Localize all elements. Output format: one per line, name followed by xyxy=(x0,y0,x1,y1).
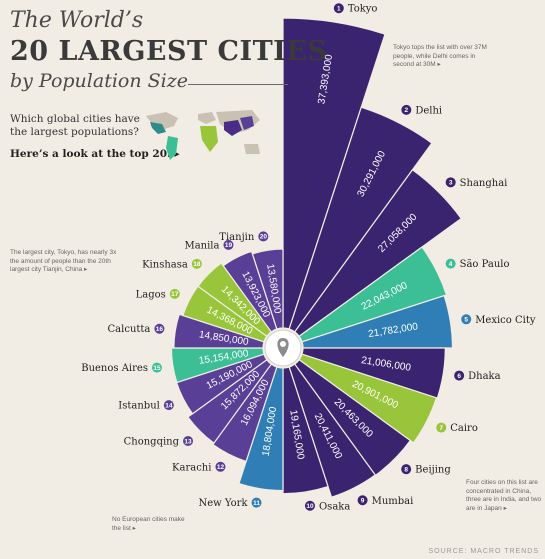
sector-1 xyxy=(282,17,386,330)
rank-number-6: 6 xyxy=(457,373,461,380)
rank-badge-7 xyxy=(436,422,447,433)
rank-badge-19 xyxy=(223,239,234,250)
location-pin-icon xyxy=(277,338,289,357)
sector-4 xyxy=(298,246,448,343)
rank-number-4: 4 xyxy=(449,261,453,268)
sector-18 xyxy=(197,262,273,338)
city-label-2: Delhi xyxy=(415,105,442,116)
rank-number-9: 9 xyxy=(361,498,365,505)
intro-question: Which global cities have the largest pop… xyxy=(10,113,140,138)
city-label-20: Tianjin xyxy=(219,232,255,243)
city-label-7: Cairo xyxy=(450,423,478,434)
city-label-8: Beijing xyxy=(415,465,451,476)
sector-20 xyxy=(251,248,284,330)
rank-number-19: 19 xyxy=(225,242,233,249)
rank-badge-3 xyxy=(445,177,456,188)
sector-12 xyxy=(212,363,278,463)
sector-7 xyxy=(298,353,438,444)
city-label-1: Tokyo xyxy=(348,4,378,15)
rank-badge-11 xyxy=(251,497,262,508)
sector-2 xyxy=(288,106,433,333)
rank-number-5: 5 xyxy=(464,317,468,324)
center-hub xyxy=(264,329,302,367)
rank-number-7: 7 xyxy=(439,425,443,432)
rank-badge-4 xyxy=(445,258,456,269)
city-label-17: Lagos xyxy=(136,289,166,300)
rank-badge-5 xyxy=(461,314,472,325)
city-label-19: Manila xyxy=(184,240,219,251)
city-label-9: Mumbai xyxy=(372,496,414,507)
rank-badge-10 xyxy=(304,500,315,511)
sector-6 xyxy=(301,347,446,399)
rank-badge-15 xyxy=(151,362,162,373)
city-label-18: Kinshasa xyxy=(142,259,188,270)
asia-note: Four cities on this list are concentrate… xyxy=(466,479,542,512)
city-label-15: Buenos Aires xyxy=(81,363,148,374)
location-pin-dot xyxy=(280,341,286,347)
intro-lead: Here’s a look at the top 20. ▸ xyxy=(10,148,180,160)
rank-badge-20 xyxy=(258,231,269,242)
rank-number-3: 3 xyxy=(449,180,453,187)
rank-number-8: 8 xyxy=(404,466,408,473)
sector-3 xyxy=(293,168,463,338)
rank-number-20: 20 xyxy=(260,234,268,241)
city-label-3: Shanghai xyxy=(460,178,508,189)
city-label-10: Osaka xyxy=(319,501,350,512)
rank-badge-6 xyxy=(454,370,465,381)
city-label-12: Karachi xyxy=(172,462,211,473)
sector-15 xyxy=(170,347,265,384)
rank-number-12: 12 xyxy=(217,464,225,471)
rank-number-13: 13 xyxy=(184,438,192,445)
city-label-13: Chongqing xyxy=(124,436,180,447)
sector-9 xyxy=(288,363,377,498)
sector-10 xyxy=(282,366,329,495)
sector-19 xyxy=(222,250,278,333)
city-label-11: New York xyxy=(199,498,249,509)
title-line-1: The World’s xyxy=(10,8,144,33)
tokyo-note: Tokyo tops the list with over 37M people… xyxy=(393,44,487,68)
title-line-2: 20 LARGEST CITIES xyxy=(10,36,328,67)
rank-number-2: 2 xyxy=(405,107,409,114)
rank-number-14: 14 xyxy=(165,402,173,409)
city-label-5: Mexico City xyxy=(475,315,536,326)
rank-number-18: 18 xyxy=(193,261,201,268)
rank-badge-18 xyxy=(191,258,202,269)
title-divider xyxy=(188,84,288,85)
europe-note: No European cities make the list ▸ xyxy=(112,516,185,532)
ratio-note: The largest city, Tokyo, has nearly 3x t… xyxy=(10,249,117,273)
sector-11 xyxy=(238,366,284,492)
rank-badge-2 xyxy=(401,104,412,115)
rank-badge-9 xyxy=(357,495,368,506)
rank-badge-12 xyxy=(215,461,226,472)
rank-badge-8 xyxy=(401,464,412,475)
rank-badge-14 xyxy=(163,400,174,411)
city-name-labels: 1 Tokyo 2 Delhi 3 Shanghai 4 São Paulo 5 Mexico C… xyxy=(81,3,536,512)
rank-badge-16 xyxy=(154,323,165,334)
sector-13 xyxy=(187,358,273,444)
city-label-14: Istanbul xyxy=(118,401,160,412)
world-map-icon xyxy=(146,110,260,160)
city-sectors xyxy=(170,17,463,498)
source-credit: SOURCE: MACRO TRENDS xyxy=(428,548,539,555)
city-label-4: São Paulo xyxy=(460,259,510,270)
rank-number-15: 15 xyxy=(153,365,161,372)
title-line-3: by Population Size xyxy=(10,70,188,92)
city-label-16: Calcutta xyxy=(108,324,151,335)
rank-badge-17 xyxy=(169,288,180,299)
rank-badge-13 xyxy=(183,435,194,446)
rank-number-10: 10 xyxy=(306,503,314,510)
rank-badge-1 xyxy=(333,3,344,14)
sector-16 xyxy=(173,313,265,349)
rank-number-16: 16 xyxy=(156,326,164,333)
city-label-6: Dhaka xyxy=(468,371,500,382)
rank-number-1: 1 xyxy=(337,6,341,13)
rank-number-11: 11 xyxy=(253,500,260,507)
sector-5 xyxy=(301,294,454,349)
rank-number-17: 17 xyxy=(171,291,179,298)
